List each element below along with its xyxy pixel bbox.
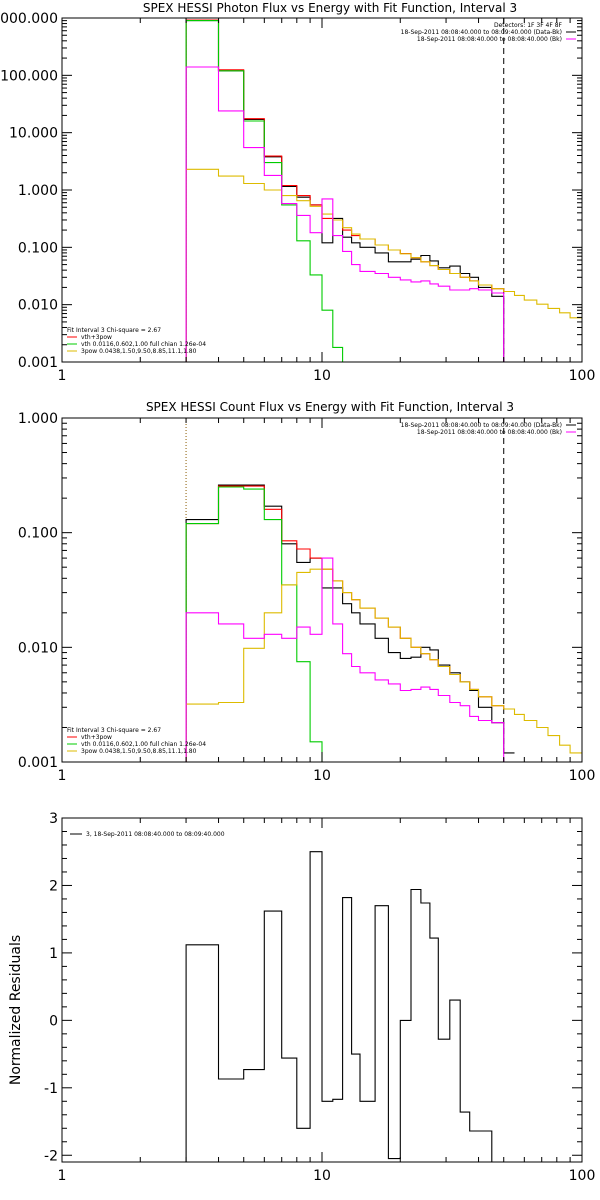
y-tick-label: 0.010 [18, 298, 58, 314]
x-tick-label: 100 [569, 368, 596, 384]
y-tick-label: 0.010 [18, 640, 58, 656]
series-bk [185, 557, 515, 762]
chart-title: SPEX HESSI Photon Flux vs Energy with Fi… [143, 1, 517, 15]
x-tick-label: 1 [58, 768, 67, 784]
legend-entry: 3pow 0.0438,1.50,9.50,8.85,11.1,1.80 [81, 748, 197, 755]
y-tick-label: 0.001 [18, 355, 58, 371]
y-tick-label: -2 [44, 1148, 58, 1164]
legend-entry: 18-Sep-2011 08:08:40.000 to 08:09:40.000… [401, 29, 562, 36]
y-tick-label: -1 [44, 1081, 58, 1097]
x-tick-label: 10 [313, 368, 331, 384]
count-flux-chart: SPEX HESSI Count Flux vs Energy with Fit… [18, 400, 595, 784]
legend-entry: Fit Interval 3 Chi-square = 2.67 [67, 727, 161, 734]
legend-entry: 18-Sep-2011 08:08:40.000 to 08:08:40.000… [417, 429, 562, 436]
legend-entry: Fit Interval 3 Chi-square = 2.67 [67, 327, 161, 334]
legend-entry: vth+3pow [81, 334, 112, 341]
x-tick-label: 1 [58, 1168, 67, 1184]
x-tick-label: 10 [313, 768, 331, 784]
x-tick-label: 100 [569, 768, 596, 784]
x-tick-label: 100 [569, 1168, 596, 1184]
legend-entry: vth+3pow [81, 734, 112, 741]
series-bk [185, 66, 515, 362]
legend-entry: Detectors: 1F 3F 4F 8F [494, 22, 563, 29]
residuals-chart: Normalized Residuals 1 10 100 -2 -1 0 1 2 3 3, 18… [8, 811, 595, 1184]
y-tick-label: 0.100 [18, 526, 58, 542]
x-tick-label: 1 [58, 368, 67, 384]
y-axis-label: Normalized Residuals [8, 935, 24, 1085]
y-tick-label: 10.000 [9, 126, 58, 142]
legend-entry: 3pow 0.0438,1.50,9.50,8.85,11.1,1.80 [81, 348, 197, 355]
y-tick-label: 0 [49, 1013, 58, 1029]
y-tick-label: 1 [49, 946, 58, 962]
legend-entry: vth 0.0116,0.602,1.00 full chian 1.26e-0… [81, 341, 206, 348]
y-tick-label: 0.100 [18, 240, 58, 256]
legend-entry: vth 0.0116,0.602,1.00 full chian 1.26e-0… [81, 741, 206, 748]
y-tick-label: 2 [49, 878, 58, 894]
chart-title: SPEX HESSI Count Flux vs Energy with Fit… [146, 400, 514, 414]
legend-entry: 18-Sep-2011 08:08:40.000 to 08:09:40.000… [401, 422, 562, 429]
y-tick-label: 100.000 [0, 68, 58, 84]
photon-flux-chart: SPEX HESSI Photon Flux vs Energy with Fi… [0, 1, 595, 384]
y-tick-label: 0.001 [18, 755, 58, 771]
series-3pow [185, 568, 582, 762]
series-residuals [185, 851, 504, 1162]
x-tick-label: 10 [313, 1168, 331, 1184]
series-vth [185, 486, 333, 762]
legend-entry: 3, 18-Sep-2011 08:08:40.000 to 08:09:40.… [86, 831, 225, 838]
legend-entry: 18-Sep-2011 08:08:40.000 to 08:08:40.000… [417, 36, 562, 43]
y-tick-label: 3 [49, 811, 58, 827]
y-tick-label: 1.000 [18, 183, 58, 199]
y-tick-label: 1.000 [18, 411, 58, 427]
series-3pow [185, 168, 582, 362]
